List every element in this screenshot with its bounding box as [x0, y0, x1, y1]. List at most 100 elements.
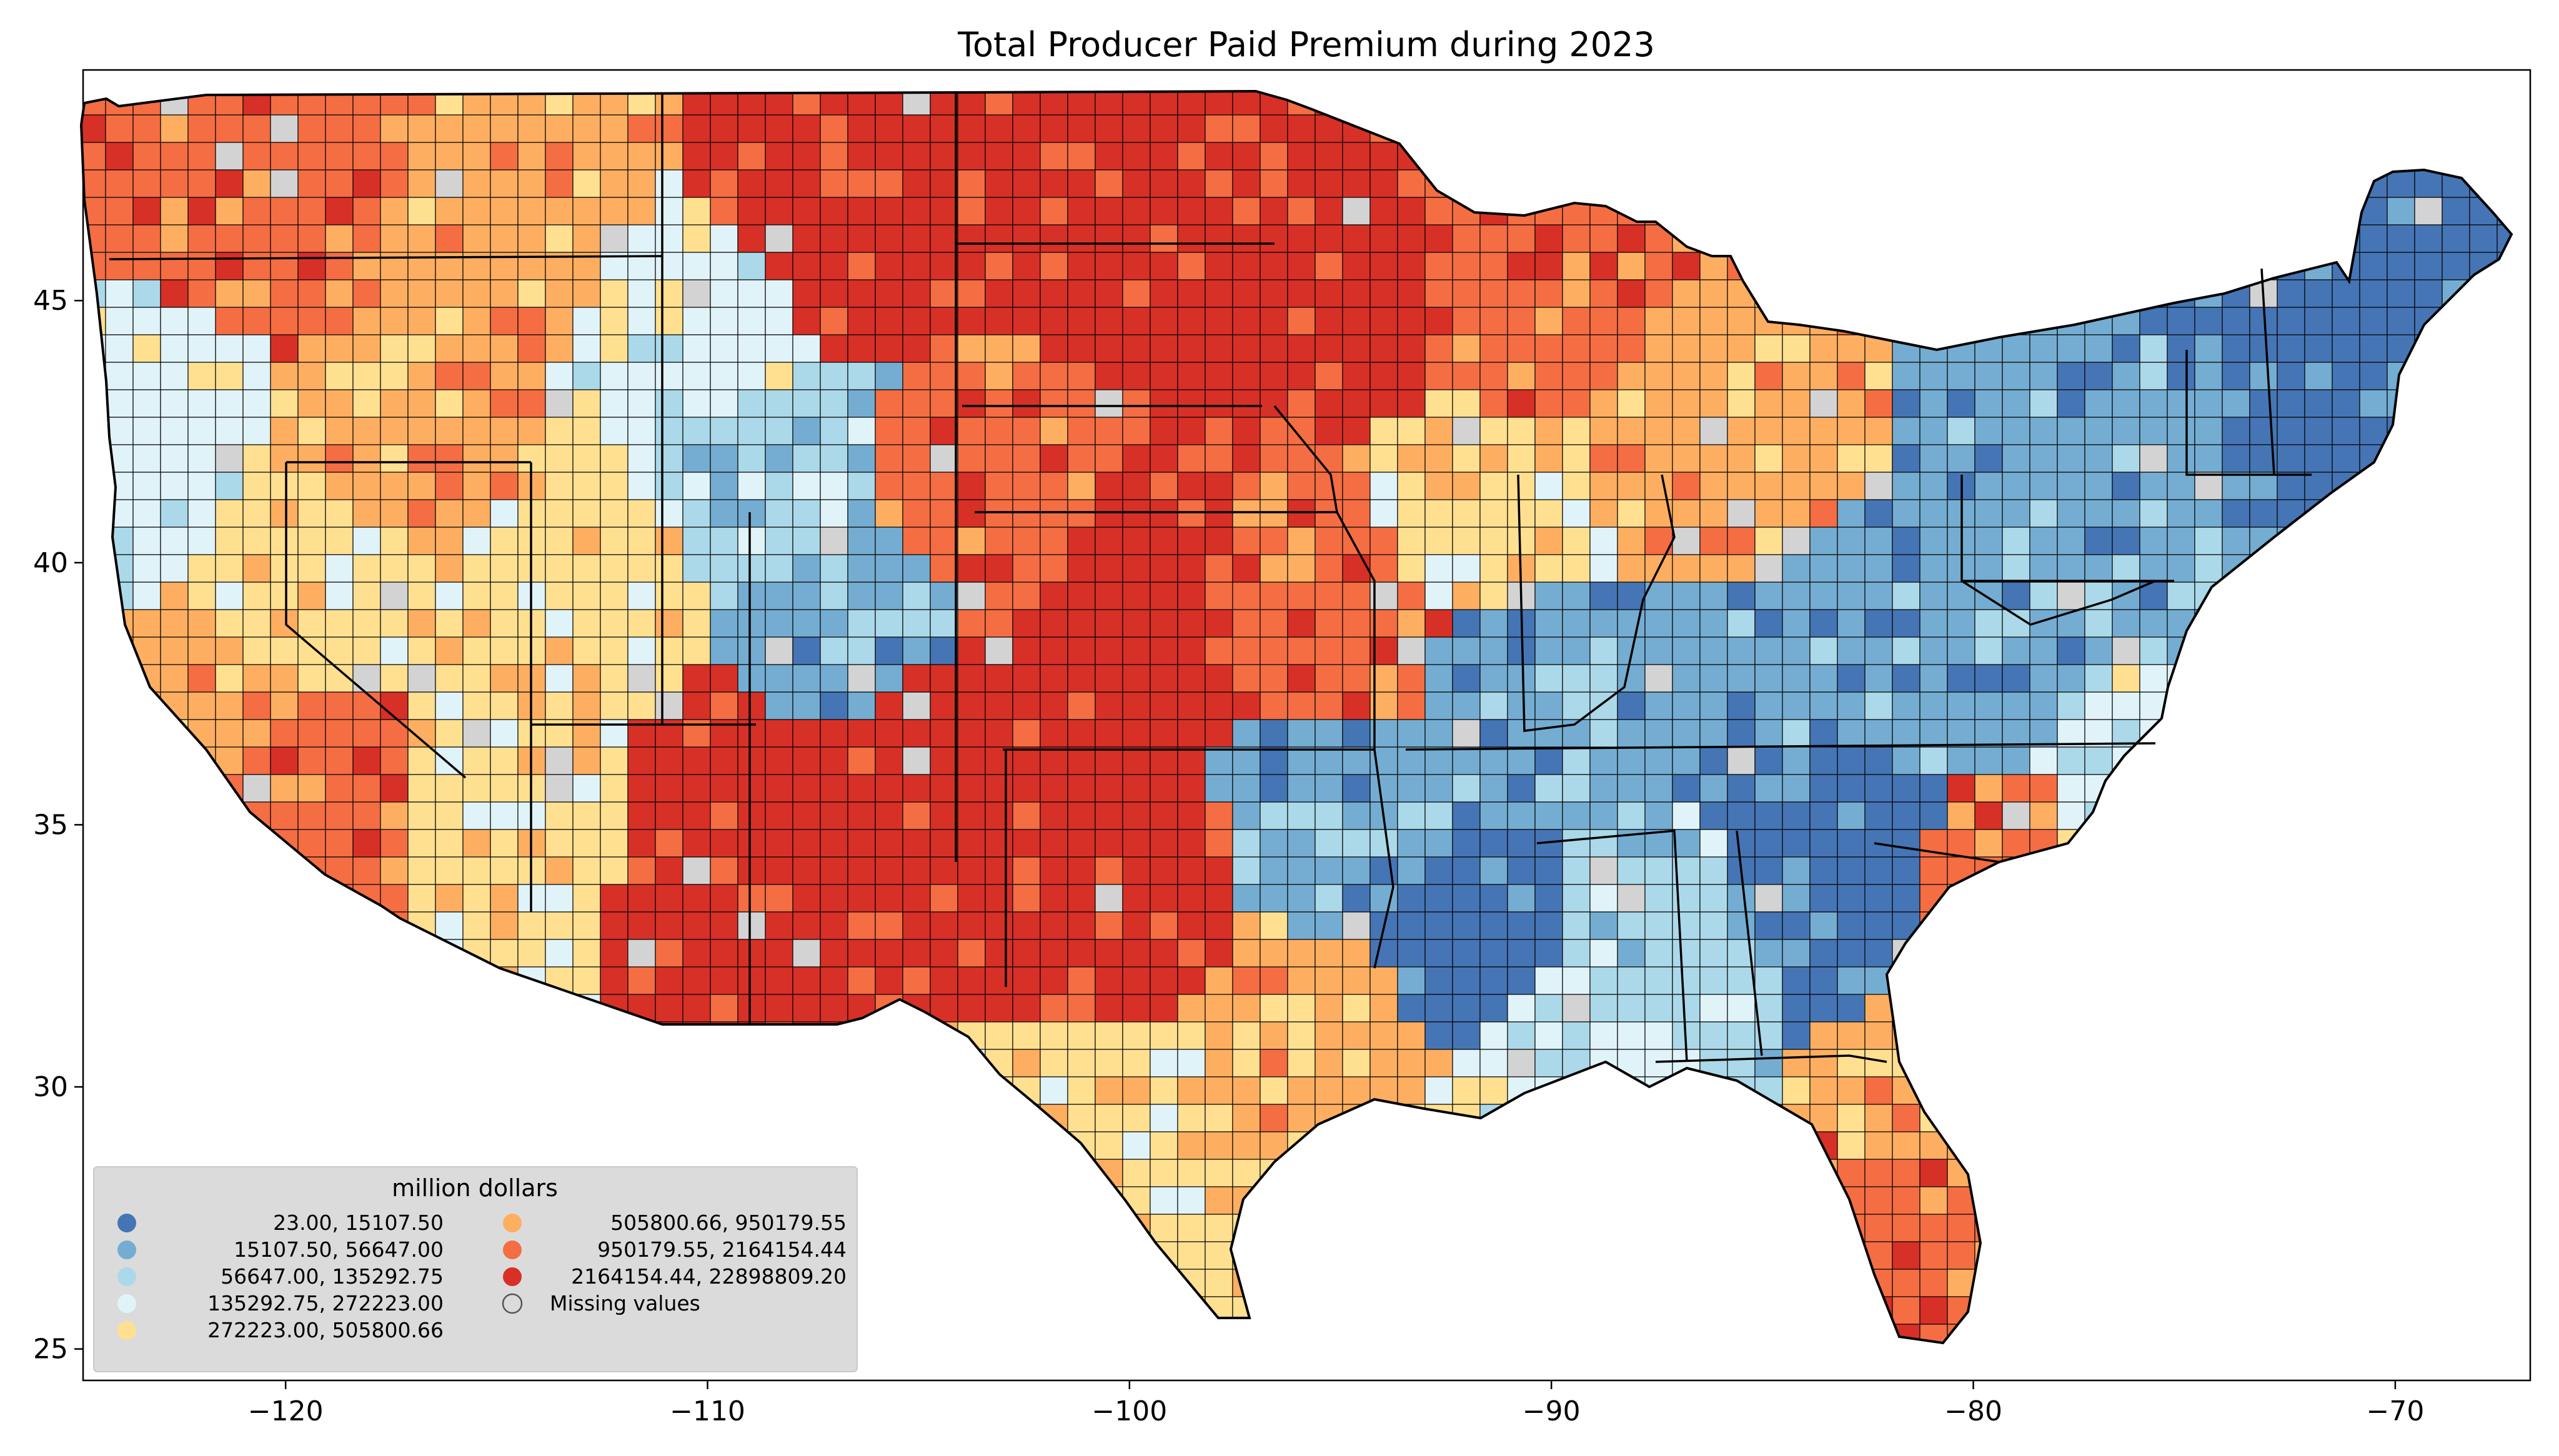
county-cell: [2525, 1242, 2552, 1269]
county-cell: [1260, 1021, 1288, 1050]
county-cell: [2387, 444, 2415, 473]
county-cell: [380, 664, 409, 693]
county-cell: [1892, 1269, 1920, 1297]
county-cell: [820, 444, 848, 473]
county-cell: [1727, 499, 1756, 528]
county-cell: [1067, 664, 1096, 693]
county-cell: [1177, 664, 1206, 693]
county-cell: [1672, 444, 1701, 473]
county-cell: [545, 114, 574, 143]
county-cell: [1947, 417, 1975, 445]
county-cell: [1012, 774, 1041, 803]
county-cell: [1562, 856, 1591, 885]
county-cell: [1012, 224, 1041, 253]
county-cell: [710, 1049, 738, 1077]
county-cell: [132, 774, 161, 803]
county-cell: [462, 746, 491, 775]
county-cell: [1617, 1021, 1646, 1050]
county-cell: [187, 142, 216, 171]
county-cell: [1397, 114, 1426, 143]
county-cell: [572, 966, 601, 995]
county-cell: [1672, 1104, 1701, 1132]
county-cell: [1040, 939, 1068, 968]
county-cell: [1232, 362, 1261, 390]
county-cell: [1452, 527, 1481, 555]
county-cell: [1067, 856, 1096, 885]
county-cell: [325, 499, 354, 528]
county-cell: [737, 664, 766, 693]
county-cell: [1754, 911, 1783, 940]
county-cell: [985, 1186, 1013, 1215]
county-cell: [1947, 1324, 1975, 1343]
county-cell: [2057, 362, 2085, 390]
county-cell: [187, 389, 216, 418]
county-cell: [160, 417, 189, 445]
county-cell: [2414, 966, 2443, 995]
legend-label: 272223.00, 505800.66: [207, 1318, 444, 1342]
county-cell: [1095, 362, 1123, 390]
county-cell: [1205, 1076, 1233, 1105]
county-cell: [160, 856, 189, 885]
county-cell: [2414, 224, 2443, 253]
county-cell: [1809, 114, 1838, 143]
county-cell: [1672, 911, 1701, 940]
county-cell: [1479, 691, 1508, 720]
county-cell: [215, 829, 244, 858]
county-cell: [710, 774, 738, 803]
county-cell: [1589, 444, 1618, 473]
county-cell: [710, 746, 738, 775]
county-cell: [957, 417, 986, 445]
county-cell: [1589, 1214, 1618, 1242]
county-cell: [1177, 252, 1206, 280]
county-cell: [1562, 169, 1591, 198]
county-cell: [2525, 665, 2552, 692]
county-cell: [2222, 636, 2250, 665]
county-cell: [627, 746, 656, 775]
county-cell: [1122, 664, 1151, 693]
county-cell: [572, 664, 601, 693]
county-cell: [1287, 1324, 1316, 1343]
county-cell: [160, 197, 189, 225]
county-cell: [2112, 691, 2140, 720]
county-cell: [2497, 774, 2512, 803]
county-cell: [2002, 636, 2030, 665]
county-cell: [1589, 1021, 1618, 1050]
county-cell: [1892, 966, 1920, 995]
county-cell: [1232, 279, 1261, 308]
county-cell: [2359, 691, 2388, 720]
county-cell: [160, 334, 189, 363]
county-cell: [2084, 691, 2113, 720]
county-cell: [1095, 169, 1123, 198]
county-cell: [545, 334, 574, 363]
county-cell: [435, 114, 464, 143]
county-cell: [1589, 472, 1618, 500]
county-cell: [1837, 527, 1866, 555]
county-cell: [765, 966, 793, 995]
county-cell: [1177, 746, 1206, 775]
county-cell: [1260, 1296, 1288, 1325]
county-cell: [2497, 334, 2512, 363]
county-cell: [1837, 334, 1866, 363]
county-cell: [242, 279, 271, 308]
county-cell: [737, 911, 766, 940]
county-cell: [682, 554, 711, 583]
county-cell: [1067, 554, 1096, 583]
county-cell: [930, 636, 958, 665]
county-cell: [1947, 691, 1975, 720]
county-cell: [985, 527, 1013, 555]
county-cell: [1947, 1076, 1975, 1105]
county-cell: [2194, 554, 2223, 583]
county-cell: [902, 114, 931, 143]
county-cell: [957, 1021, 986, 1050]
county-cell: [2002, 609, 2030, 638]
county-cell: [930, 197, 958, 225]
county-cell: [2277, 362, 2305, 390]
county-cell: [352, 417, 381, 445]
county-cell: [297, 829, 326, 858]
county-cell: [820, 334, 848, 363]
county-cell: [325, 966, 354, 995]
county-cell: [1534, 554, 1563, 583]
county-cell: [2442, 527, 2470, 555]
county-cell: [1947, 829, 1975, 858]
county-cell: [2359, 252, 2388, 280]
